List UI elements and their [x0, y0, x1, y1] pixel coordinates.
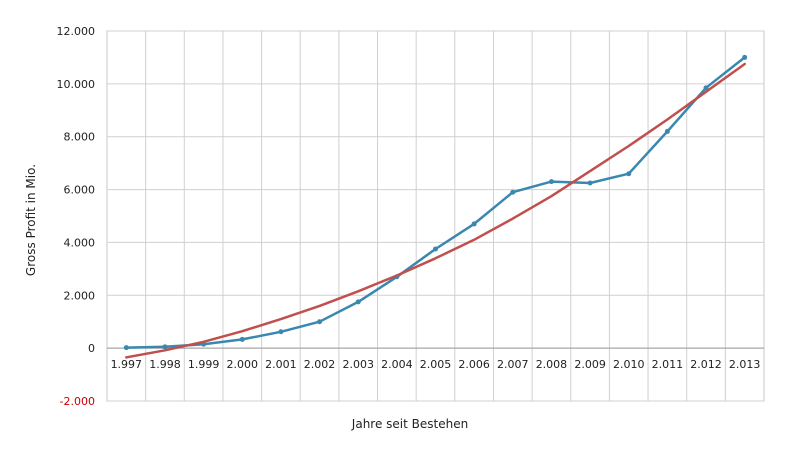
- y-tick-label: 4.000: [64, 236, 96, 249]
- series-2-line: [125, 62, 746, 359]
- x-tick-label-bg: [727, 356, 762, 372]
- x-tick-label: 2.011: [652, 358, 684, 371]
- x-tick-label-bg: [379, 356, 415, 372]
- x-tick-label-bg: [534, 356, 569, 372]
- x-tick-label-bg: [147, 356, 183, 372]
- x-tick-label-bg: [650, 356, 685, 372]
- series-1-point: [317, 319, 323, 325]
- y-tick-label: 10.000: [57, 78, 96, 91]
- x-tick-label: 2.000: [227, 358, 259, 371]
- x-tick-label-bg: [340, 356, 376, 372]
- x-tick-label: 2.013: [729, 358, 761, 371]
- x-axis-label: Jahre seit Bestehen: [351, 417, 468, 431]
- x-tick-label-bg: [418, 356, 453, 372]
- y-axis-label: Gross Profit in Mio.: [24, 164, 38, 276]
- y-axis-ticks: 12.000 10.000 8.000 6.000 4.000 2.000 0 -2.000: [57, 25, 96, 408]
- x-tick-label: 2.004: [381, 358, 413, 371]
- x-tick-label-bg: [224, 356, 260, 372]
- x-axis-ticks: 1.997 1.998 1.999 2.000 2.001 2.002 2.003 2.004…: [109, 356, 762, 372]
- y-tick-label: 12.000: [57, 25, 96, 38]
- series-1-point: [703, 85, 709, 91]
- x-tick-label: 2.005: [420, 358, 452, 371]
- x-tick-label: 2.001: [265, 358, 297, 371]
- series-1-point: [742, 54, 748, 60]
- series-1-line: [125, 56, 746, 349]
- series-1-point: [664, 128, 670, 134]
- x-tick-label: 2.008: [536, 358, 568, 371]
- x-tick-label: 2.003: [342, 358, 374, 371]
- x-tick-label: 2.006: [458, 358, 490, 371]
- x-tick-label-bg: [495, 356, 531, 372]
- x-tick-label: 2.007: [497, 358, 529, 371]
- series-1-point: [587, 180, 593, 186]
- x-tick-label-bg: [572, 356, 608, 372]
- x-tick-label: 2.012: [690, 358, 722, 371]
- x-tick-label-bg: [302, 356, 337, 372]
- series-1-point: [239, 336, 245, 342]
- series-1-point: [123, 345, 129, 351]
- x-tick-label: 1.998: [149, 358, 181, 371]
- x-tick-label: 2.009: [574, 358, 606, 371]
- series: [123, 54, 748, 359]
- x-tick-label-bg: [611, 356, 647, 372]
- series-1-point: [510, 189, 516, 195]
- x-tick-label-bg: [263, 356, 299, 372]
- y-tick-label: 0: [88, 342, 95, 355]
- series-1-point: [162, 344, 168, 350]
- series-1-point: [278, 329, 284, 335]
- series-1-point: [548, 179, 554, 185]
- x-tick-label-bg: [456, 356, 492, 372]
- x-tick-label: 2.002: [304, 358, 336, 371]
- x-tick-label-bg: [186, 356, 221, 372]
- x-tick-label: 1.997: [111, 358, 143, 371]
- y-tick-label: 6.000: [64, 184, 96, 197]
- x-tick-label: 1.999: [188, 358, 220, 371]
- y-tick-label: 8.000: [64, 131, 96, 144]
- x-tick-label-bg: [688, 356, 724, 372]
- series-1-point: [355, 299, 361, 305]
- x-tick-label: 2.010: [613, 358, 645, 371]
- y-tick-label: 2.000: [64, 289, 96, 302]
- series-1-point: [471, 221, 477, 227]
- x-tick-label-bg: [109, 356, 144, 372]
- y-tick-label: -2.000: [60, 395, 95, 408]
- series-1-point: [433, 246, 438, 252]
- series-1-point: [626, 171, 632, 177]
- grid: [106, 30, 765, 402]
